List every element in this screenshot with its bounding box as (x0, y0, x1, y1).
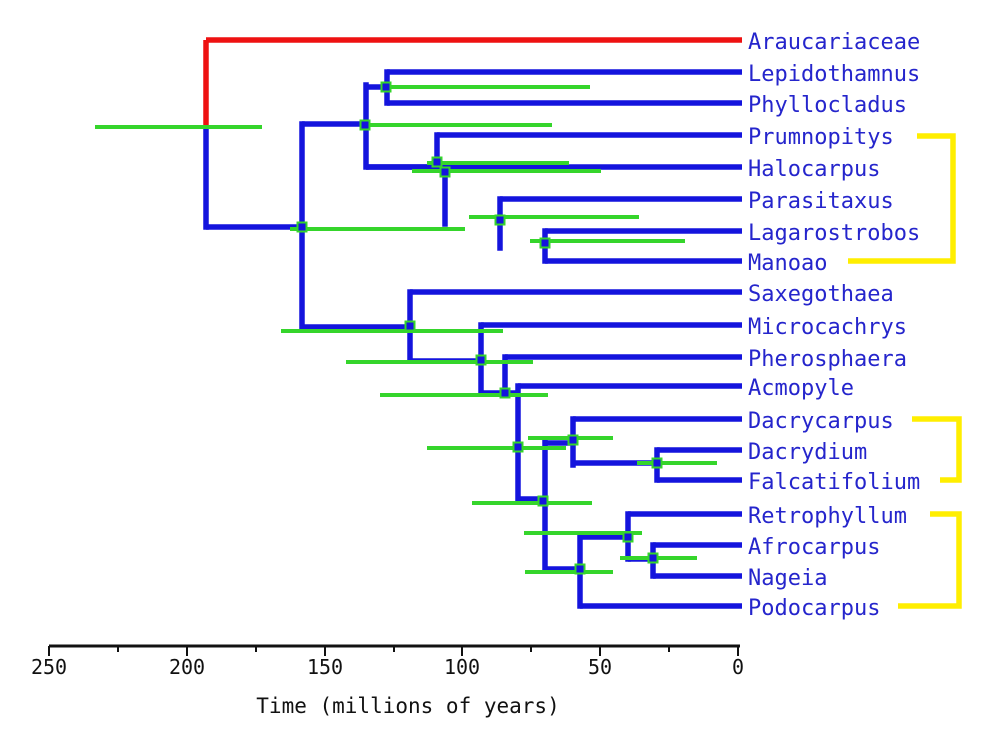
taxon-label-nageia: Nageia (748, 566, 827, 591)
taxon-label-dacrydium: Dacrydium (748, 440, 867, 465)
node-marker (537, 495, 549, 507)
taxon-label-manoao: Manoao (748, 251, 827, 276)
axis-tick-label-200: 200 (169, 655, 205, 679)
taxon-label-falcatifolium: Falcatifolium (748, 470, 920, 495)
node-marker (567, 434, 579, 446)
taxon-label-podocarpus: Podocarpus (748, 596, 880, 621)
axis-tick-label-150: 150 (307, 655, 343, 679)
taxon-label-dacrycarpus: Dacrycarpus (748, 409, 894, 434)
clade-bracket-retrophyllum-to-podocarpus (898, 511, 962, 609)
taxon-label-pherosphaera: Pherosphaera (748, 347, 907, 372)
node-marker (512, 441, 524, 453)
node-marker (359, 119, 371, 131)
node-marker (296, 221, 308, 233)
clade-bracket-dacrycarpus-to-falcatifolium (912, 416, 962, 483)
node-marker (404, 320, 416, 332)
taxon-label-halocarpus: Halocarpus (748, 157, 880, 182)
taxon-label-lepidothamnus: Lepidothamnus (748, 62, 920, 87)
time-axis-caption: Time (millions of years) (256, 694, 560, 718)
node-marker (475, 354, 487, 366)
node-marker (539, 237, 551, 249)
node-marker (499, 387, 511, 399)
node-marker (494, 214, 506, 226)
axis-tick-label-100: 100 (444, 655, 480, 679)
axis-tick-label-0: 0 (732, 655, 744, 679)
taxon-label-saxegothaea: Saxegothaea (748, 282, 894, 307)
clade-bracket-prumnopitys-to-manoao (848, 133, 956, 264)
taxon-label-microcachrys: Microcachrys (748, 315, 907, 340)
node-marker (622, 531, 634, 543)
taxon-label-phyllocladus: Phyllocladus (748, 93, 907, 118)
node-marker (380, 81, 392, 93)
taxon-label-araucariaceae: Araucariaceae (748, 30, 920, 55)
node-marker (651, 457, 663, 469)
taxon-label-parasitaxus: Parasitaxus (748, 189, 894, 214)
taxon-label-afrocarpus: Afrocarpus (748, 535, 880, 560)
node-marker (574, 563, 586, 575)
taxon-label-lagarostrobos: Lagarostrobos (748, 221, 920, 246)
axis-tick-label-50: 50 (588, 655, 612, 679)
node-marker (439, 166, 451, 178)
taxon-label-prumnopitys: Prumnopitys (748, 125, 894, 150)
node-marker (647, 552, 659, 564)
taxon-label-retrophyllum: Retrophyllum (748, 504, 907, 529)
axis-tick-label-250: 250 (31, 655, 67, 679)
taxon-label-acmopyle: Acmopyle (748, 376, 854, 401)
node-marker (431, 156, 443, 168)
